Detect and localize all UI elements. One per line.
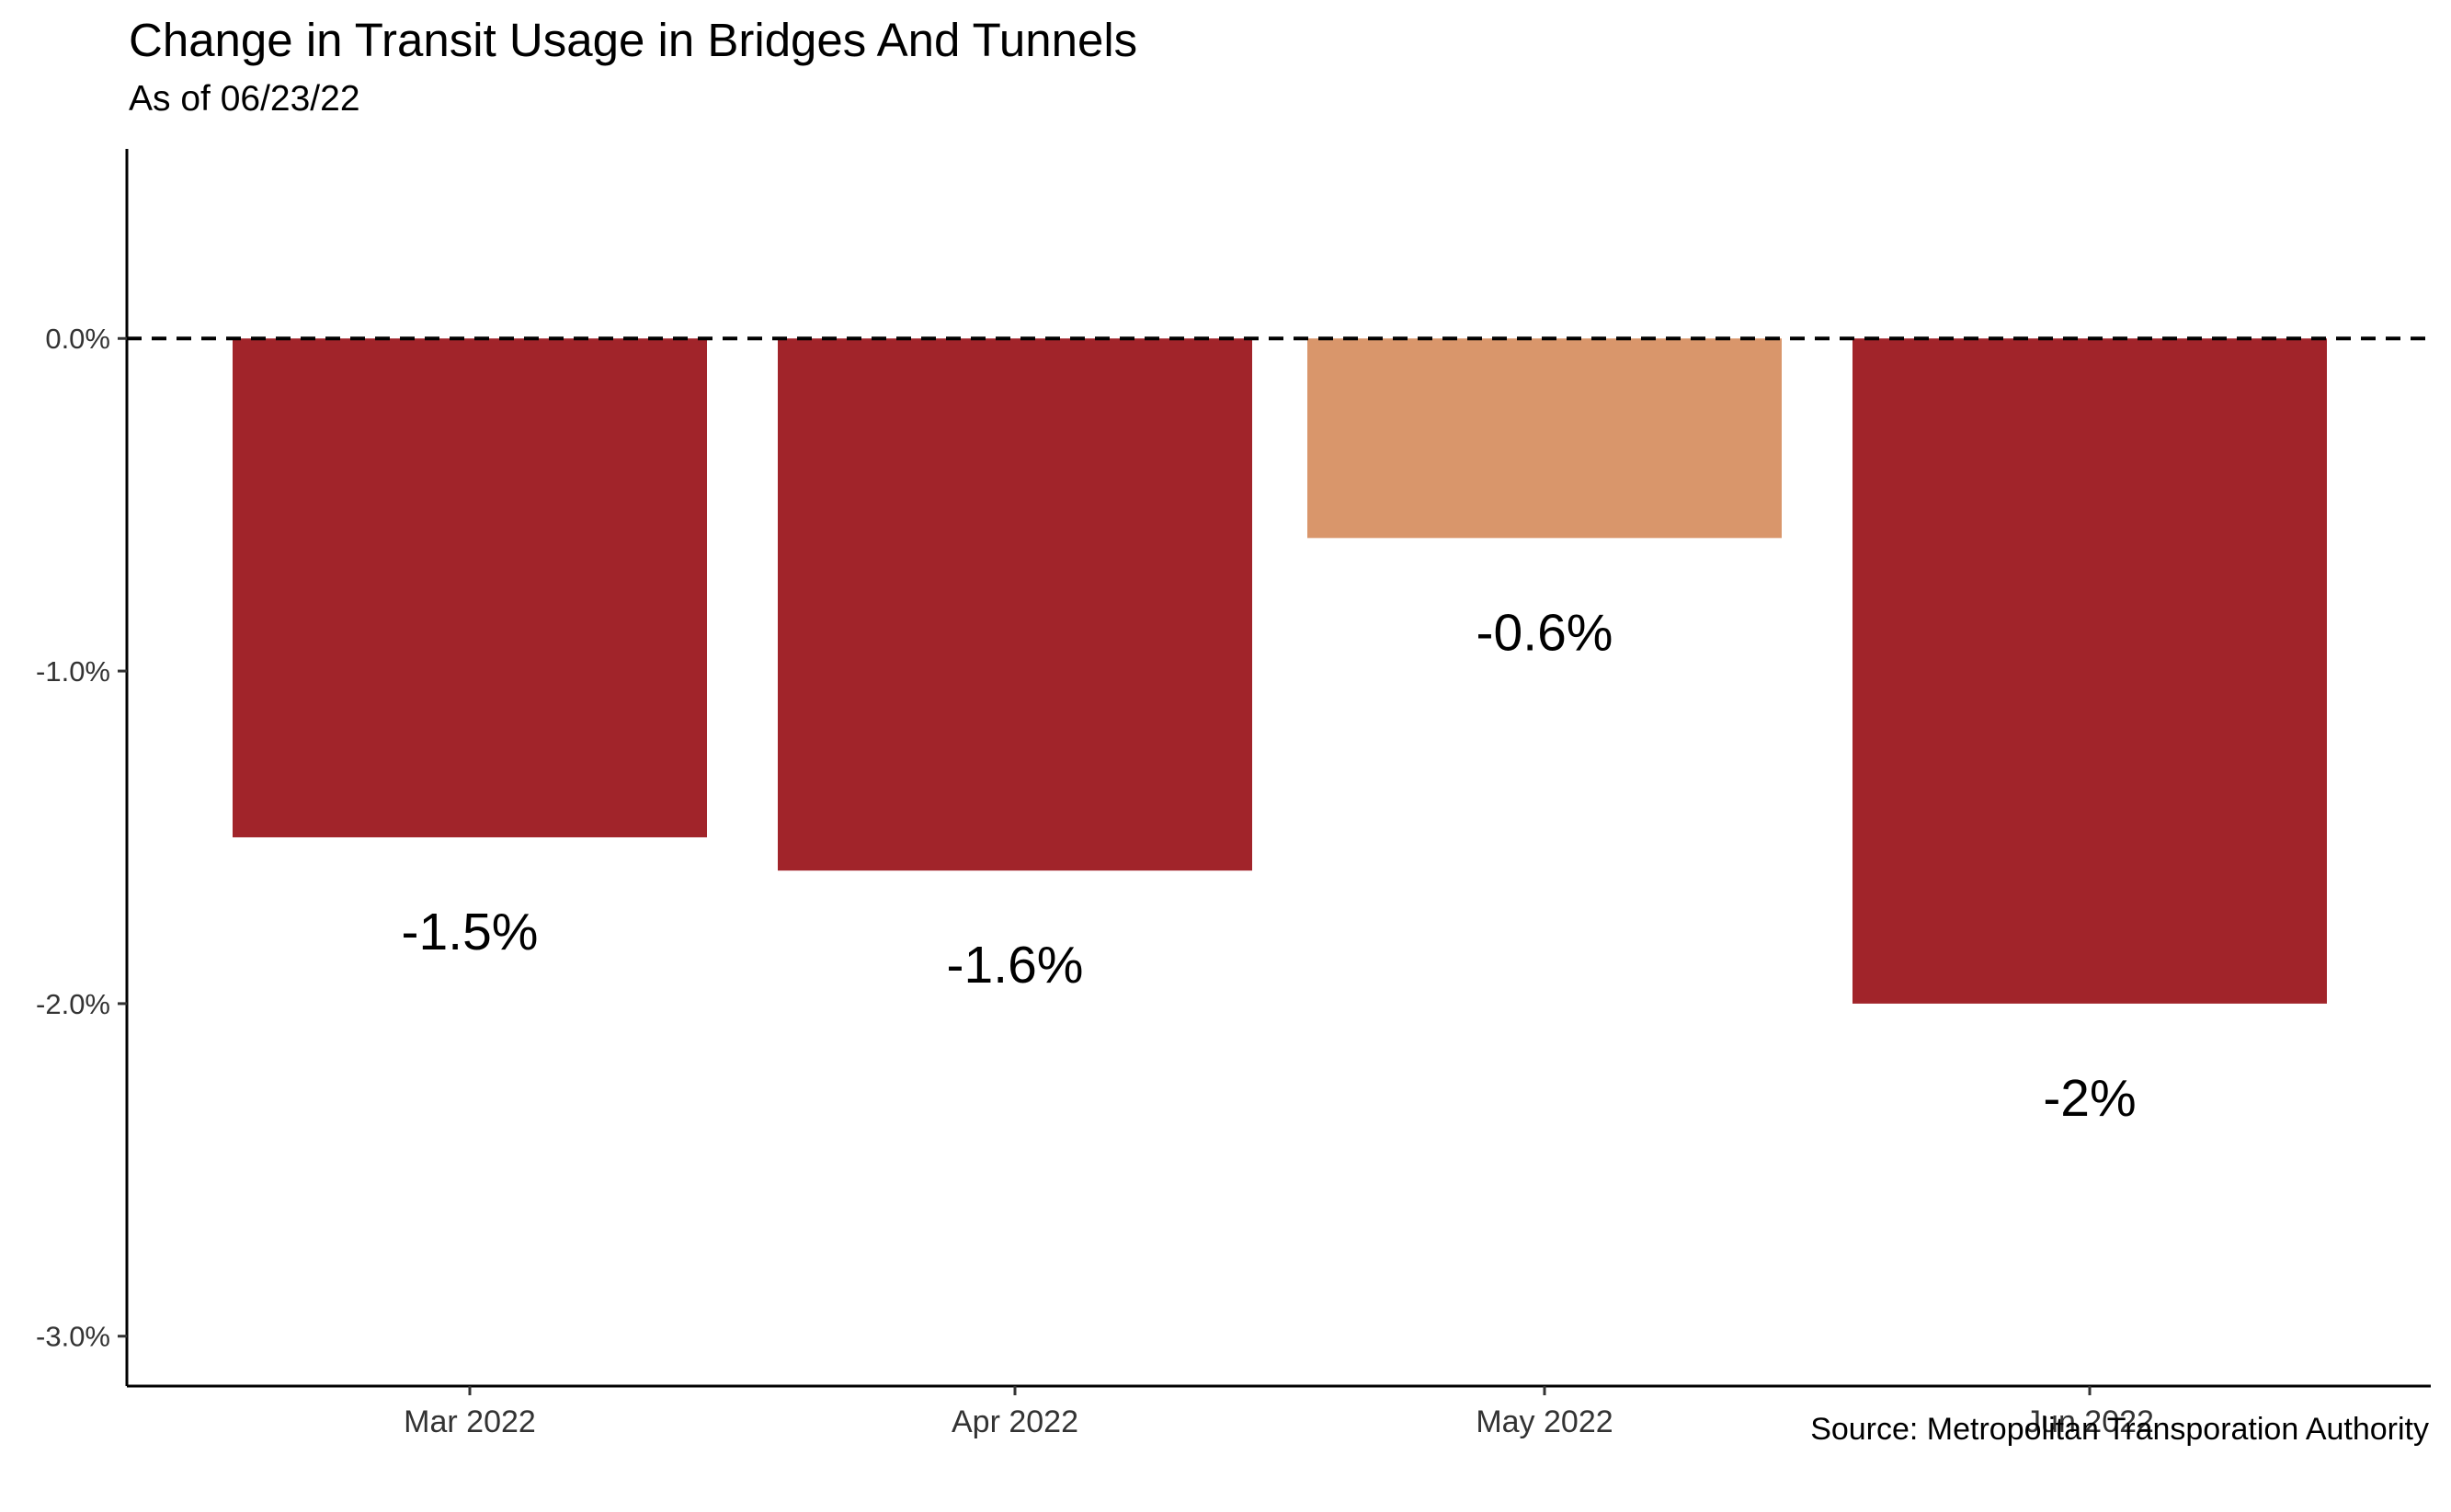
- source-caption: Source: Metropolitan Transporation Autho…: [1810, 1412, 2429, 1447]
- x-tick-label: Mar 2022: [404, 1404, 536, 1439]
- x-tick-label: May 2022: [1476, 1404, 1613, 1439]
- bars-layer: [233, 338, 2327, 1004]
- chart-subtitle: As of 06/23/22: [129, 79, 360, 119]
- x-tick-label: Apr 2022: [952, 1404, 1078, 1439]
- bar-may-2022: [1307, 338, 1782, 539]
- chart-title: Change in Transit Usage in Bridges And T…: [129, 14, 1138, 66]
- axes-layer: 0.0% -1.0% -2.0% -3.0% Mar 2022 Apr 2022 May 2…: [36, 149, 2431, 1439]
- data-label: -1.6%: [947, 936, 1084, 995]
- data-label: -1.5%: [402, 903, 539, 961]
- bar-apr-2022: [778, 338, 1252, 871]
- bar-jun-2022: [1852, 338, 2327, 1004]
- data-label: -2%: [2043, 1069, 2136, 1128]
- y-tick-label: -1.0%: [36, 655, 110, 688]
- data-labels-layer: -1.5% -1.6% -0.6% -2%: [402, 603, 2137, 1128]
- y-tick-label: 0.0%: [45, 323, 110, 355]
- y-tick-label: -2.0%: [36, 988, 110, 1020]
- bar-mar-2022: [233, 338, 707, 837]
- x-tick-label: Jun 2022: [2025, 1404, 2154, 1439]
- y-tick-label: -3.0%: [36, 1321, 110, 1353]
- data-label: -0.6%: [1476, 603, 1613, 662]
